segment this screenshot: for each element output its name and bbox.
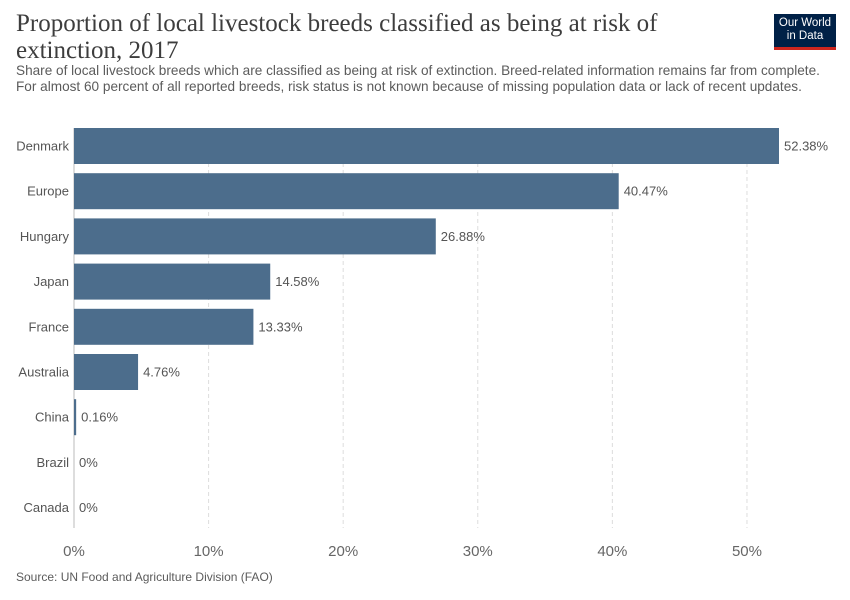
- category-labels: Denmark Europe Hungary Japan France Australia…: [16, 139, 70, 516]
- x-tick-label: 30%: [463, 543, 493, 560]
- category-label: Europe: [27, 184, 69, 199]
- category-label: Australia: [18, 365, 69, 380]
- logo-line-2: in Data: [786, 30, 824, 42]
- value-label: 13.33%: [258, 319, 303, 334]
- bar[interactable]: [74, 128, 779, 164]
- value-label: 0.16%: [81, 410, 118, 425]
- logo-line-1: Our World: [778, 17, 832, 29]
- owid-logo[interactable]: Our World in Data: [774, 14, 836, 50]
- category-label: Canada: [23, 500, 69, 515]
- category-label: China: [35, 410, 70, 425]
- bar[interactable]: [74, 399, 77, 436]
- bar[interactable]: [74, 173, 619, 210]
- value-label: 14.58%: [275, 274, 320, 289]
- bar[interactable]: [74, 354, 139, 390]
- x-tick-label: 20%: [328, 543, 358, 560]
- x-axis-ticks: 0% 10% 20% 30% 40% 50%: [63, 543, 762, 560]
- chart-title: Proportion of local livestock breeds cla…: [16, 10, 658, 64]
- value-label: 40.47%: [624, 184, 669, 199]
- category-label: Denmark: [16, 139, 69, 154]
- x-tick-label: 10%: [194, 543, 224, 560]
- value-label: 52.38%: [784, 139, 829, 154]
- chart-subtitle: Share of local livestock breeds which ar…: [16, 63, 820, 94]
- category-label: Hungary: [20, 229, 70, 244]
- bars: [74, 128, 779, 436]
- category-label: France: [29, 319, 69, 334]
- x-tick-label: 40%: [597, 543, 627, 560]
- value-label: 0%: [79, 455, 98, 470]
- bar[interactable]: [74, 218, 436, 255]
- x-tick-label: 0%: [63, 543, 85, 560]
- value-label: 4.76%: [143, 365, 180, 380]
- value-label: 0%: [79, 500, 98, 515]
- bar[interactable]: [74, 308, 254, 345]
- category-label: Brazil: [36, 455, 69, 470]
- value-labels: 52.38% 40.47% 26.88% 14.58% 13.33% 4.76% 0.16%…: [79, 139, 829, 516]
- value-label: 26.88%: [441, 229, 486, 244]
- x-tick-label: 50%: [732, 543, 762, 560]
- source-note[interactable]: Source: UN Food and Agriculture Division…: [16, 570, 273, 584]
- category-label: Japan: [34, 274, 69, 289]
- bar[interactable]: [74, 263, 271, 300]
